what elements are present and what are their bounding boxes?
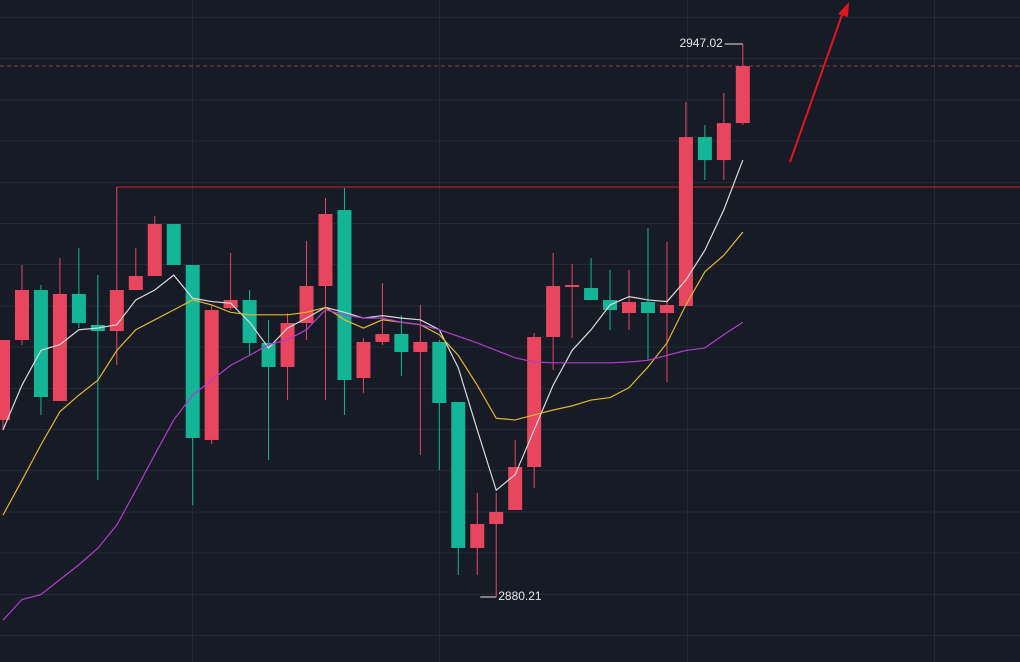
candle-body <box>470 523 485 548</box>
candle-body <box>451 401 466 548</box>
candle-body <box>432 341 447 403</box>
candle-body <box>413 341 428 352</box>
candle-body <box>147 224 162 277</box>
moving-average-line <box>2 159 744 492</box>
candle-body <box>375 334 390 342</box>
high-label: 2947.02 <box>679 36 723 50</box>
candle-body <box>52 293 67 401</box>
candle-body <box>261 342 276 367</box>
candle-body <box>584 288 599 301</box>
candle-body <box>14 289 29 340</box>
arrow-head <box>838 2 849 17</box>
candle-body <box>299 286 314 324</box>
candle-body <box>678 137 693 306</box>
candle-body <box>489 511 504 524</box>
candle-body <box>640 301 655 313</box>
candle-body <box>318 214 333 287</box>
candle-body <box>280 323 295 367</box>
candle-body <box>0 339 10 421</box>
candle-body <box>527 337 542 468</box>
candle-body <box>394 334 409 352</box>
candle-body <box>565 285 580 288</box>
trend-arrow <box>789 11 844 163</box>
candle-body <box>128 276 143 290</box>
candle-body <box>185 264 200 438</box>
plot: 2947.02 2880.21 <box>0 36 1020 621</box>
candle-body <box>166 224 181 265</box>
candle-body <box>71 293 86 324</box>
candle-body <box>337 210 352 381</box>
low-label: 2880.21 <box>498 589 542 603</box>
candle-body <box>33 289 48 398</box>
candle-body <box>204 310 219 440</box>
candle-body <box>697 137 712 161</box>
moving-average-line <box>2 231 744 516</box>
candle-body <box>735 66 750 124</box>
candle-body <box>356 341 371 378</box>
moving-average-line <box>2 309 744 621</box>
candle-body <box>622 301 637 313</box>
candle-body <box>659 304 674 313</box>
candle-body <box>546 286 561 338</box>
candle-body <box>716 123 731 161</box>
